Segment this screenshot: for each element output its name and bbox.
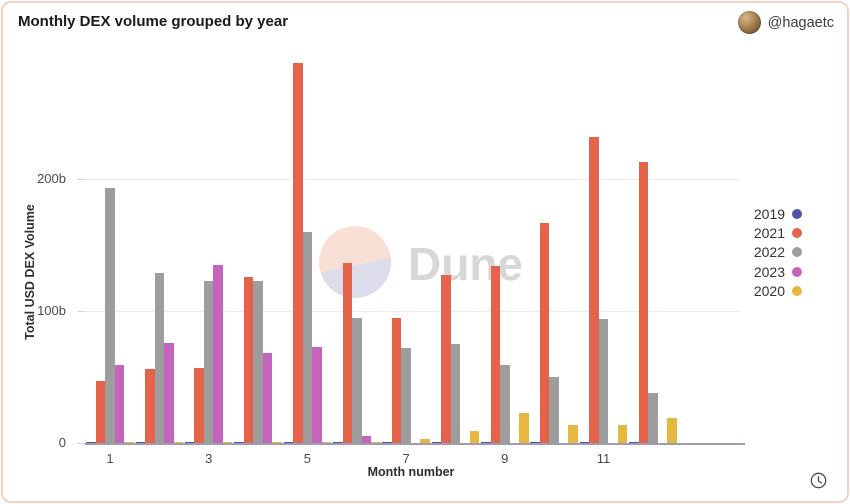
legend-item-2022[interactable]: 2022 <box>754 243 802 262</box>
x-tick-label: 11 <box>596 451 611 466</box>
x-tick-label: 1 <box>106 451 114 466</box>
bar-2021-month-10 <box>539 222 550 443</box>
chart-legend: 2019 2021 2022 2023 2020 <box>754 204 802 300</box>
bar-2022-month-4 <box>253 280 263 443</box>
bar-2020-month-9 <box>519 412 529 443</box>
bar-2022-month-8 <box>450 344 461 443</box>
bar-2019-month-3 <box>184 441 195 443</box>
bar-2020-month-1 <box>124 441 134 443</box>
bar-2023-month-1 <box>114 365 125 443</box>
x-axis-line <box>85 443 745 445</box>
bar-2019-month-1 <box>86 441 96 443</box>
bar-2022-month-9 <box>500 365 510 443</box>
bar-2021-month-5 <box>293 62 303 443</box>
bar-2019-month-7 <box>382 441 392 443</box>
x-tick-label: 7 <box>402 451 410 466</box>
bar-2021-month-12 <box>638 161 649 443</box>
bar-2022-month-1 <box>105 188 115 443</box>
bar-2022-month-6 <box>352 317 362 443</box>
bar-2021-month-2 <box>145 369 155 443</box>
bar-2020-month-2 <box>173 441 184 443</box>
bar-2019-month-5 <box>283 441 294 443</box>
x-tick-label: 5 <box>303 451 311 466</box>
bar-2021-month-4 <box>243 276 254 443</box>
y-tick-label: 200b <box>37 171 66 186</box>
legend-label: 2019 <box>753 205 785 222</box>
bar-2019-month-11 <box>579 441 590 443</box>
bar-2021-month-8 <box>441 275 451 443</box>
bar-2021-month-9 <box>490 266 501 443</box>
bar-2021-month-6 <box>342 263 352 443</box>
bar-2021-month-1 <box>95 380 106 443</box>
bar-2022-month-10 <box>549 377 559 443</box>
legend-item-2020[interactable]: 2020 <box>754 281 802 300</box>
x-axis-title: Month number <box>367 465 455 479</box>
bar-2022-month-2 <box>154 272 165 443</box>
bar-2022-month-5 <box>302 231 313 443</box>
y-tick-mark <box>77 443 85 444</box>
bar-2021-month-3 <box>194 367 204 443</box>
bar-2023-month-4 <box>262 353 273 443</box>
bar-2022-month-11 <box>598 318 609 443</box>
legend-label: 2023 <box>753 263 785 280</box>
bar-2019-month-4 <box>234 441 244 443</box>
bar-2023-month-6 <box>361 436 371 443</box>
dune-watermark: Dune <box>408 238 523 290</box>
legend-color-dot <box>792 266 802 277</box>
legend-item-2021[interactable]: 2021 <box>754 223 802 242</box>
legend-color-dot <box>792 227 802 238</box>
bar-2022-month-12 <box>648 392 658 443</box>
legend-item-2019[interactable]: 2019 <box>754 204 802 223</box>
y-tick-label: 0 <box>58 435 66 450</box>
y-tick-label: 100b <box>37 303 66 318</box>
bar-2020-month-10 <box>568 424 578 443</box>
bar-2022-month-7 <box>401 347 411 443</box>
legend-item-2023[interactable]: 2023 <box>754 262 802 281</box>
legend-color-dot <box>792 247 802 258</box>
bar-2019-month-10 <box>530 441 540 443</box>
bar-2020-month-3 <box>222 441 233 443</box>
gridline-200b <box>85 179 740 180</box>
legend-color-dot <box>792 285 802 296</box>
bar-2023-month-2 <box>164 342 174 443</box>
bar-2019-month-12 <box>629 441 639 443</box>
dune-logo-icon <box>319 226 391 298</box>
legend-label: 2020 <box>753 282 785 299</box>
bar-2021-month-11 <box>589 136 599 443</box>
bar-2020-month-4 <box>272 441 282 443</box>
bar-2020-month-7 <box>420 439 430 443</box>
bar-2020-month-12 <box>667 417 677 443</box>
x-tick-label: 3 <box>205 451 213 466</box>
bar-2023-month-3 <box>213 264 223 443</box>
bar-2020-month-5 <box>321 441 332 443</box>
clock-icon[interactable] <box>810 472 827 489</box>
bar-2023-month-5 <box>312 346 322 443</box>
y-tick-mark <box>77 179 85 180</box>
legend-label: 2022 <box>753 244 785 261</box>
x-tick-label: 9 <box>501 451 509 466</box>
bar-2019-month-9 <box>481 441 491 443</box>
gridline-100b <box>85 311 740 312</box>
bar-2020-month-6 <box>371 441 381 443</box>
bar-2019-month-8 <box>431 441 442 443</box>
y-axis-title: Total USD DEX Volume <box>23 204 37 340</box>
bar-2020-month-8 <box>469 431 480 443</box>
legend-label: 2021 <box>753 224 785 241</box>
legend-color-dot <box>792 208 802 219</box>
bar-2021-month-7 <box>391 317 402 443</box>
author-handle[interactable]: @hagaetc <box>767 14 834 31</box>
bar-2020-month-11 <box>617 424 628 443</box>
bar-2019-month-6 <box>333 441 343 443</box>
user-avatar <box>737 11 761 34</box>
bar-2019-month-2 <box>135 441 146 443</box>
bar-2022-month-3 <box>203 280 214 443</box>
author-byline[interactable]: @hagaetc <box>737 11 834 34</box>
page-title: Monthly DEX volume grouped by year <box>18 13 289 30</box>
y-tick-mark <box>77 311 85 312</box>
